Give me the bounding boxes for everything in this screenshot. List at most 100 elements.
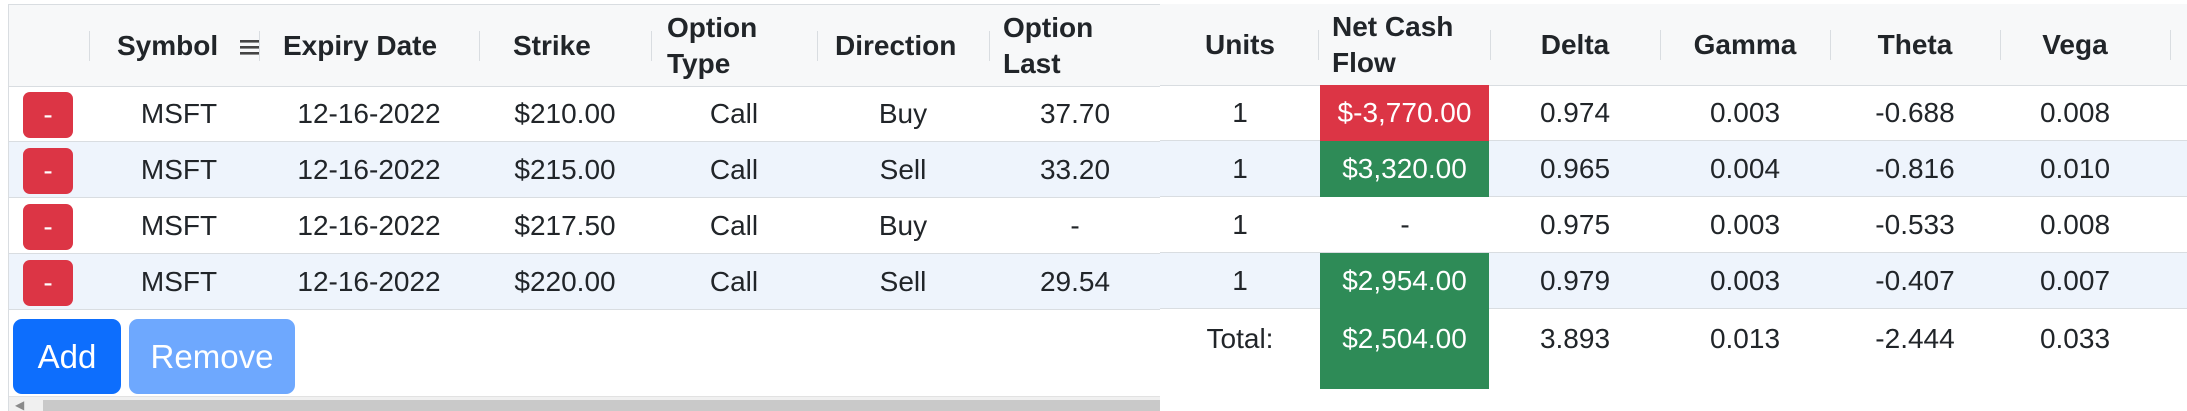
table-row: - MSFT 12-16-2022 $220.00 Call Sell 29.5… <box>9 254 1160 310</box>
table-row: - MSFT 12-16-2022 $210.00 Call Buy 37.70 <box>9 86 1160 142</box>
column-separator <box>1830 30 1831 60</box>
scroll-left-arrow-icon[interactable]: ◀ <box>15 398 25 411</box>
cell-direction: Sell <box>879 154 927 185</box>
cell-delta: 0.974 <box>1539 97 1611 128</box>
header-direction[interactable]: Direction <box>823 5 993 86</box>
cell-delta: 0.975 <box>1539 209 1611 240</box>
cell-vega: 0.007 <box>2039 265 2111 296</box>
column-separator <box>651 31 652 61</box>
column-separator <box>989 31 990 61</box>
cell-symbol: MSFT <box>140 98 218 129</box>
net-cash-flow-positive-badge: $2,954.00 <box>1320 253 1489 309</box>
cell-strike: $217.50 <box>514 210 616 241</box>
header-strike[interactable]: Strike <box>501 5 651 86</box>
total-net-cash-flow-badge: $2,504.00 <box>1320 309 1489 389</box>
cell-strike: $215.00 <box>514 154 616 185</box>
remove-row-button[interactable]: - <box>23 92 73 138</box>
scrollbar-thumb[interactable] <box>43 400 1160 411</box>
cell-symbol: MSFT <box>140 154 218 185</box>
header-option-type[interactable]: Option Type <box>655 5 815 86</box>
cell-gamma: 0.004 <box>1709 153 1781 184</box>
cell-gamma: 0.003 <box>1709 265 1781 296</box>
column-separator <box>817 31 818 61</box>
positions-grid: Symbol Expiry Date Strike Option Type Di… <box>8 4 1160 411</box>
greeks-grid: Units Net Cash Flow Delta Gamma Theta Ve… <box>1160 4 2187 411</box>
net-cash-flow-positive-badge: $3,320.00 <box>1320 141 1489 197</box>
cell-theta: -0.816 <box>1875 153 1955 184</box>
table-row: 1 $3,320.00 0.965 0.004 -0.816 0.010 <box>1160 141 2187 197</box>
remove-row-button[interactable]: - <box>23 260 73 306</box>
total-delta: 3.893 <box>1539 323 1611 354</box>
header-symbol[interactable]: Symbol <box>105 5 261 86</box>
hamburger-menu-icon[interactable] <box>240 28 261 64</box>
totals-row: Total: $2,504.00 3.893 0.013 -2.444 0.03… <box>1160 309 2187 389</box>
remove-button[interactable]: Remove <box>129 319 295 394</box>
header-delta-label: Delta <box>1540 28 1610 60</box>
cell-symbol: MSFT <box>140 210 218 241</box>
cell-theta: -0.533 <box>1875 209 1955 240</box>
column-separator <box>259 31 260 61</box>
cell-delta: 0.965 <box>1539 153 1611 184</box>
cell-theta: -0.407 <box>1875 265 1955 296</box>
remove-row-button[interactable]: - <box>23 204 73 250</box>
header-gamma[interactable]: Gamma <box>1660 4 1830 85</box>
header-vega[interactable]: Vega <box>2000 4 2150 85</box>
header-units-label: Units <box>1205 28 1275 60</box>
header-theta[interactable]: Theta <box>1830 4 2000 85</box>
cell-type: Call <box>709 98 759 129</box>
table-row: 1 $-3,770.00 0.974 0.003 -0.688 0.008 <box>1160 85 2187 141</box>
cell-last: - <box>1070 210 1080 241</box>
header-option-last[interactable]: Option Last <box>991 5 1151 86</box>
cell-vega: 0.010 <box>2039 153 2111 184</box>
cell-vega: 0.008 <box>2039 209 2111 240</box>
positions-grid-header: Symbol Expiry Date Strike Option Type Di… <box>9 5 1160 87</box>
table-row: 1 $2,954.00 0.979 0.003 -0.407 0.007 <box>1160 253 2187 309</box>
header-option-last-line2: Last <box>1003 47 1061 79</box>
greeks-grid-header: Units Net Cash Flow Delta Gamma Theta Ve… <box>1160 4 2187 86</box>
cell-last: 37.70 <box>1039 98 1111 129</box>
column-separator <box>1318 30 1319 60</box>
table-row: 1 - 0.975 0.003 -0.533 0.008 <box>1160 197 2187 253</box>
horizontal-scrollbar[interactable]: ◀ <box>9 396 1160 411</box>
cell-strike: $220.00 <box>514 266 616 297</box>
cell-units: 1 <box>1232 209 1248 240</box>
cell-expiry: 12-16-2022 <box>297 154 441 185</box>
cell-gamma: 0.003 <box>1709 209 1781 240</box>
total-theta: -2.444 <box>1875 323 1955 354</box>
cell-direction: Buy <box>878 210 928 241</box>
cell-last: 33.20 <box>1039 154 1111 185</box>
net-cash-flow-negative-badge: $-3,770.00 <box>1320 85 1489 141</box>
cell-gamma: 0.003 <box>1709 97 1781 128</box>
header-option-type-line1: Option <box>667 11 758 43</box>
header-expiry-date[interactable]: Expiry Date <box>271 5 471 86</box>
cell-net-cash-flow: - <box>1400 209 1410 240</box>
header-net-cash-flow-line2: Flow <box>1332 46 1396 78</box>
cell-expiry: 12-16-2022 <box>297 266 441 297</box>
header-units[interactable]: Units <box>1160 4 1320 85</box>
cell-strike: $210.00 <box>514 98 616 129</box>
cell-direction: Sell <box>879 266 927 297</box>
total-gamma: 0.013 <box>1709 323 1781 354</box>
cell-last: 29.54 <box>1039 266 1111 297</box>
table-row: - MSFT 12-16-2022 $215.00 Call Sell 33.2… <box>9 142 1160 198</box>
cell-direction: Buy <box>878 98 928 129</box>
header-net-cash-flow[interactable]: Net Cash Flow <box>1320 4 1490 85</box>
column-separator <box>89 31 90 61</box>
cell-type: Call <box>709 210 759 241</box>
header-net-cash-flow-line1: Net Cash <box>1332 10 1454 42</box>
cell-expiry: 12-16-2022 <box>297 210 441 241</box>
header-option-last-line1: Option <box>1003 11 1094 43</box>
add-button[interactable]: Add <box>13 319 121 394</box>
header-expiry-date-label: Expiry Date <box>283 29 438 61</box>
remove-row-button[interactable]: - <box>23 148 73 194</box>
header-direction-label: Direction <box>835 29 957 61</box>
header-strike-label: Strike <box>513 29 591 61</box>
table-row: - MSFT 12-16-2022 $217.50 Call Buy - <box>9 198 1160 254</box>
header-gamma-label: Gamma <box>1693 28 1797 60</box>
cell-expiry: 12-16-2022 <box>297 98 441 129</box>
header-option-type-line2: Type <box>667 47 731 79</box>
cell-symbol: MSFT <box>140 266 218 297</box>
header-delta[interactable]: Delta <box>1490 4 1660 85</box>
cell-type: Call <box>709 154 759 185</box>
column-separator <box>2000 30 2001 60</box>
